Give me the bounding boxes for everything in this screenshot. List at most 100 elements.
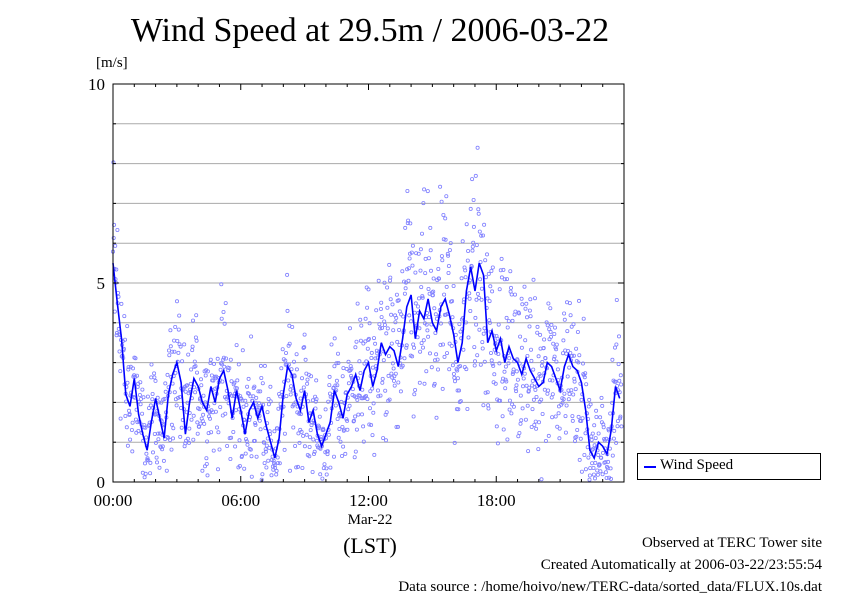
sample-point [263, 447, 268, 452]
sample-point [417, 380, 422, 385]
sample-point [382, 322, 387, 327]
sample-point [389, 371, 394, 376]
sample-point [222, 364, 227, 369]
sample-point [302, 345, 307, 350]
sample-point [569, 324, 574, 329]
sample-point [414, 251, 419, 256]
sample-point [549, 395, 554, 400]
sample-point [548, 306, 553, 311]
sample-point [215, 356, 220, 361]
sample-point [505, 325, 510, 330]
sample-point [165, 372, 170, 377]
sample-point [358, 370, 363, 375]
sample-point [615, 424, 620, 429]
sample-point [167, 353, 172, 358]
sample-point [260, 472, 265, 477]
sample-point [296, 431, 301, 436]
sample-point [561, 338, 566, 343]
sample-point [302, 444, 307, 449]
sample-point [566, 348, 571, 353]
sample-point [540, 359, 545, 364]
sample-point [410, 243, 415, 248]
sample-point [479, 233, 484, 238]
sample-point [604, 475, 609, 480]
sample-point [427, 351, 432, 356]
sample-point [535, 376, 540, 381]
sample-point [253, 422, 258, 427]
sample-point [275, 460, 280, 465]
sample-point [517, 311, 522, 316]
sample-point [408, 221, 413, 226]
sample-point [223, 356, 228, 361]
sample-point [550, 378, 555, 383]
sample-point [514, 389, 519, 394]
sample-point [501, 267, 506, 272]
sample-point [268, 399, 273, 404]
sample-point [465, 258, 470, 263]
sample-point [228, 456, 233, 461]
sample-point [428, 225, 433, 230]
sample-point [615, 419, 620, 424]
sample-point [418, 247, 423, 252]
sample-point [479, 297, 484, 302]
sample-point [553, 325, 558, 330]
sample-point [145, 394, 150, 399]
sample-point [332, 336, 337, 341]
sample-point [338, 439, 343, 444]
sample-point [527, 308, 532, 313]
sample-point [589, 437, 594, 442]
sample-point [170, 436, 175, 441]
sample-point [269, 473, 274, 478]
sample-point [299, 388, 304, 393]
sample-point [261, 451, 266, 456]
sample-point [528, 297, 533, 302]
sample-point [204, 461, 209, 466]
sample-point [531, 367, 536, 372]
sample-point [336, 435, 341, 440]
sample-point [422, 187, 427, 192]
sample-point [477, 229, 482, 234]
sample-point [190, 318, 195, 323]
sample-point [417, 326, 422, 331]
sample-point [407, 313, 412, 318]
sample-point [615, 383, 620, 388]
sample-point [152, 431, 157, 436]
sample-point [505, 437, 510, 442]
sample-point [249, 334, 254, 339]
sample-point [185, 436, 190, 441]
sample-point [136, 428, 141, 433]
sample-point [236, 362, 241, 367]
sample-point [409, 319, 414, 324]
sample-point [171, 426, 176, 431]
sample-point [447, 367, 452, 372]
sample-point [425, 189, 430, 194]
sample-point [441, 212, 446, 217]
sample-point [391, 366, 396, 371]
sample-point [378, 393, 383, 398]
sample-point [532, 422, 537, 427]
sample-point [597, 462, 602, 467]
sample-point [508, 269, 513, 274]
sample-point [149, 362, 154, 367]
sample-point [205, 473, 210, 478]
sample-point [195, 420, 200, 425]
sample-point [545, 323, 550, 328]
sample-point [175, 338, 180, 343]
sample-point [163, 381, 168, 386]
sample-point [211, 378, 216, 383]
sample-point [395, 424, 400, 429]
sample-point [598, 469, 603, 474]
sample-point [404, 345, 409, 350]
sample-point [519, 345, 524, 350]
sample-point [428, 248, 433, 253]
sample-point [266, 458, 271, 463]
sample-point [403, 286, 408, 291]
sample-point [509, 292, 514, 297]
x-tick-label: 18:00 [477, 491, 516, 510]
sample-point [423, 256, 428, 261]
sample-point [452, 379, 457, 384]
sample-point [229, 435, 234, 440]
sample-point [513, 292, 518, 297]
sample-point [612, 428, 617, 433]
y-tick-label: 0 [97, 473, 106, 492]
